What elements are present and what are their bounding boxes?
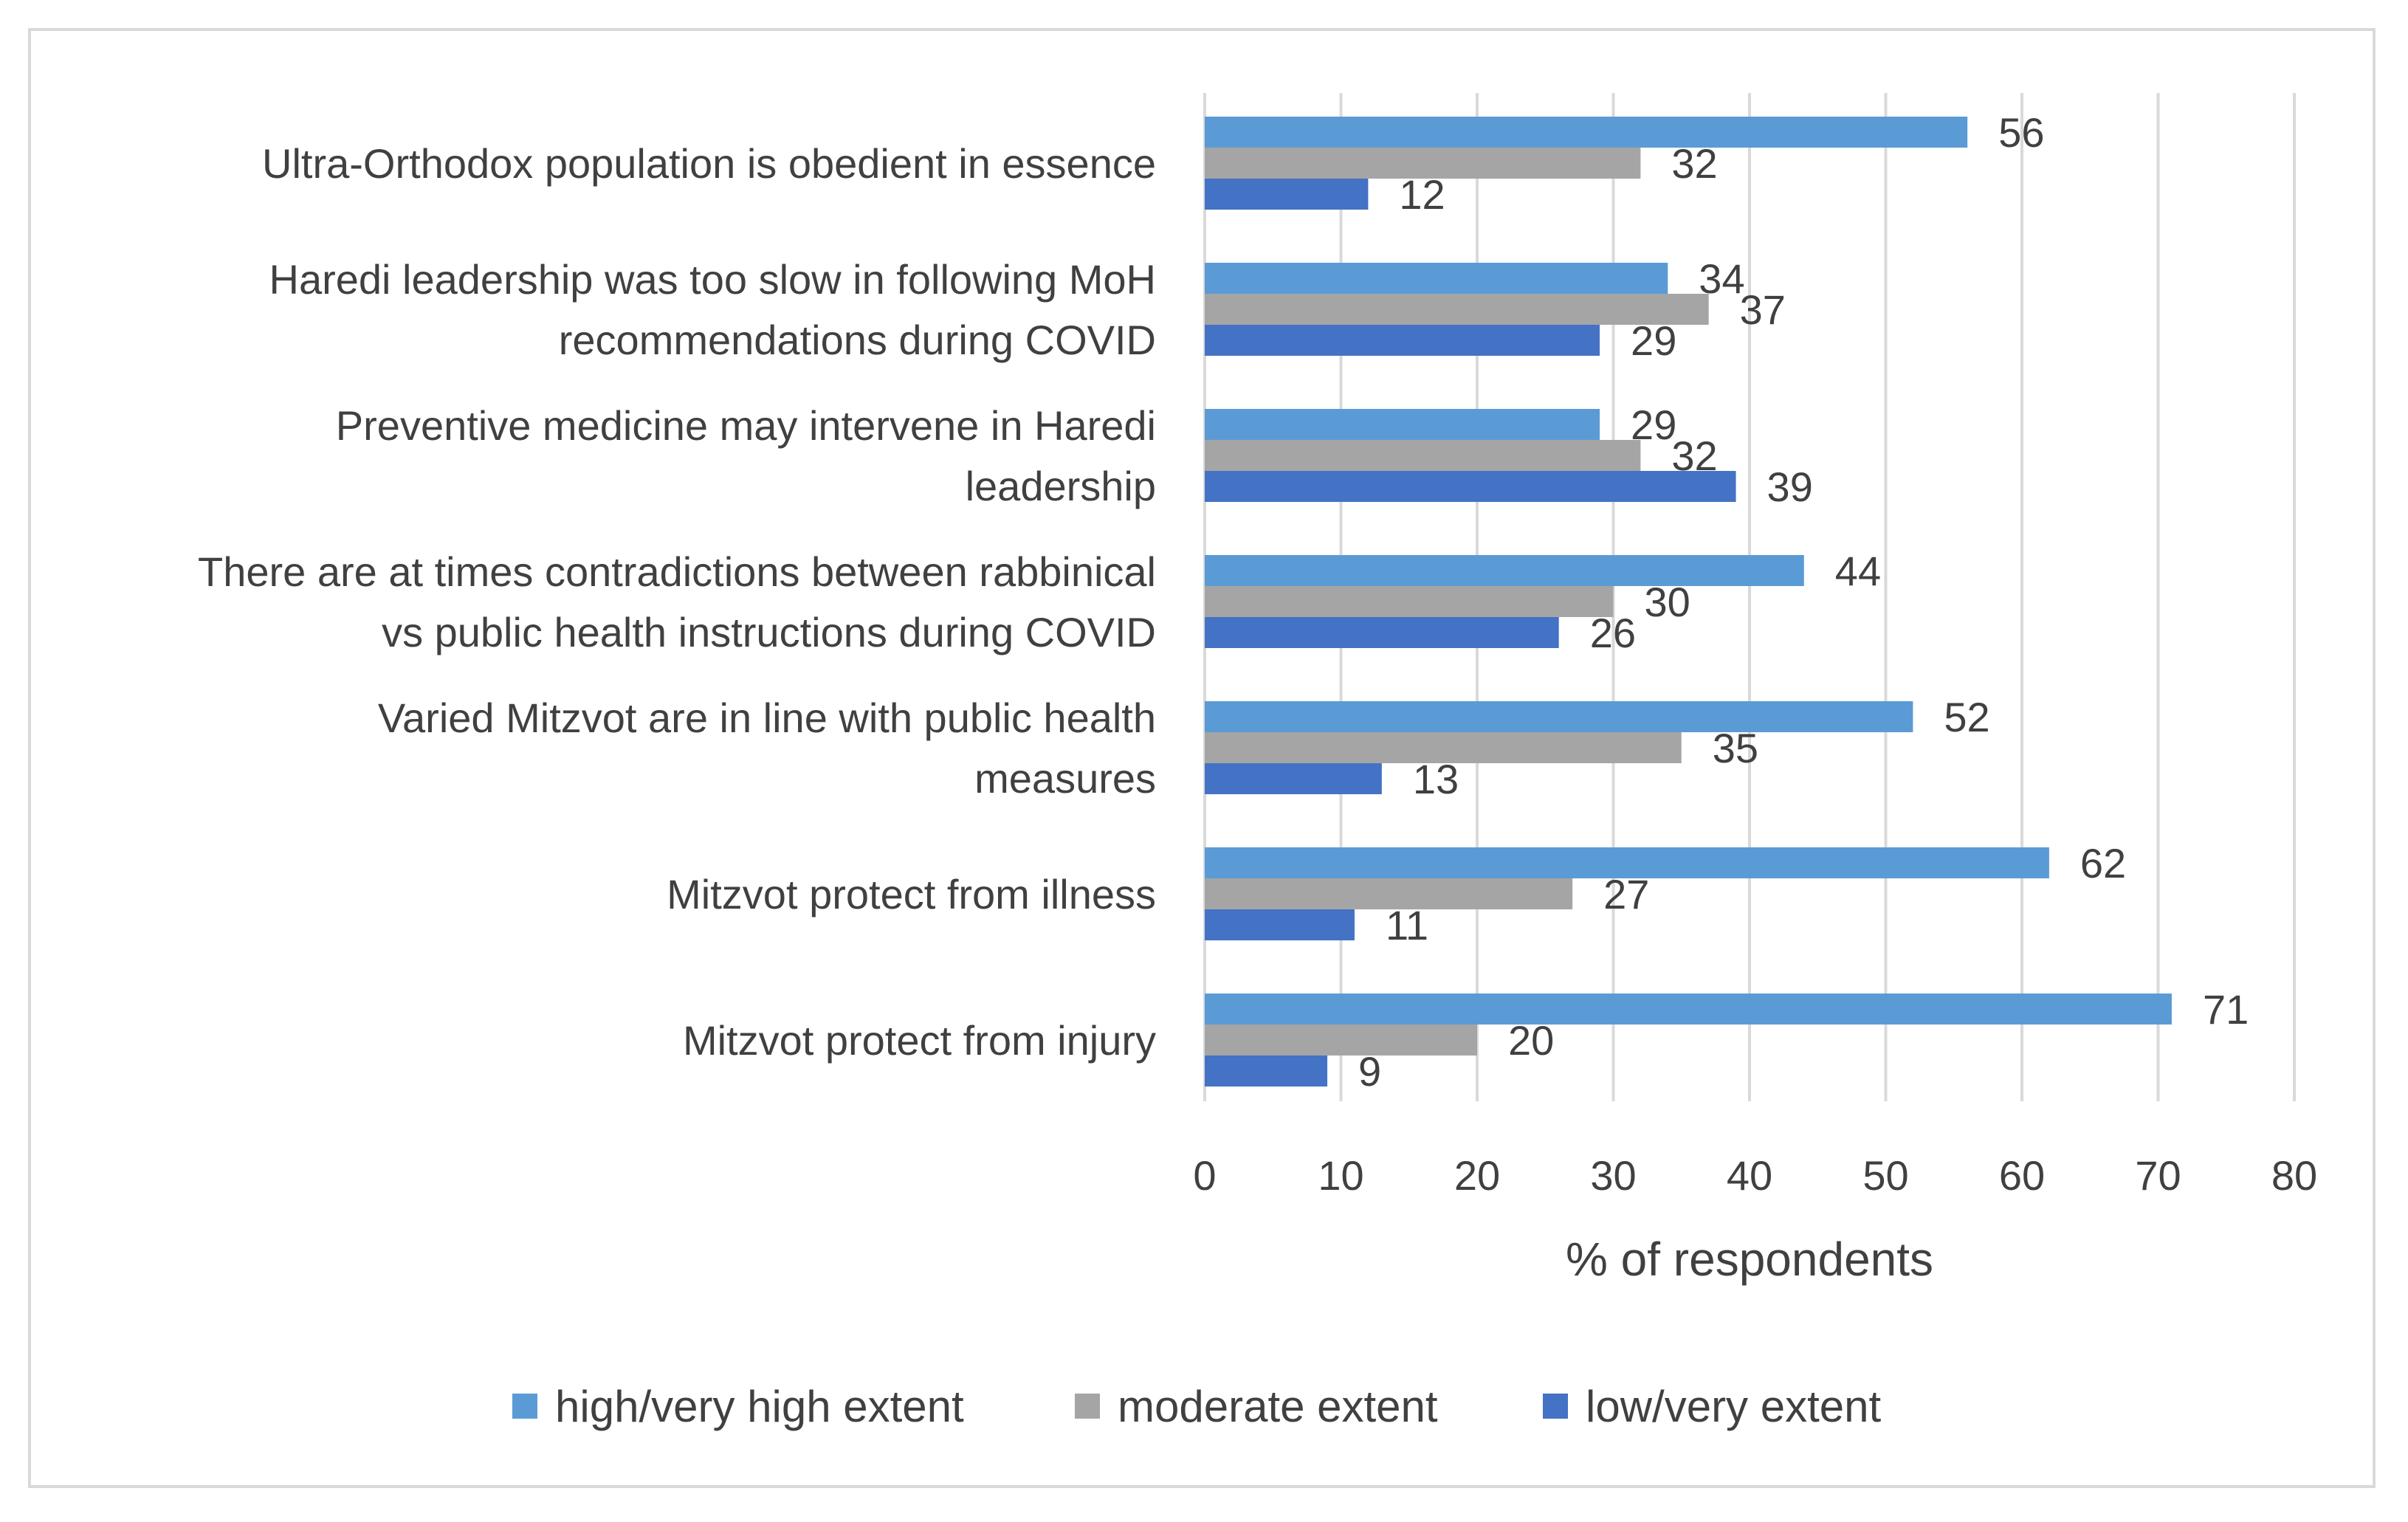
legend-swatch bbox=[1075, 1394, 1100, 1419]
bar bbox=[1205, 994, 2172, 1025]
bar bbox=[1205, 1056, 1328, 1087]
data-label: 71 bbox=[2203, 986, 2249, 1033]
data-label: 9 bbox=[1358, 1048, 1381, 1095]
bar bbox=[1205, 409, 1600, 440]
chart-frame bbox=[28, 28, 2376, 1488]
x-tick-label: 50 bbox=[1862, 1152, 1908, 1199]
bar bbox=[1205, 148, 1641, 179]
bar bbox=[1205, 909, 1355, 940]
x-tick-label: 70 bbox=[2135, 1152, 2181, 1199]
x-tick-label: 60 bbox=[1999, 1152, 2045, 1199]
bar bbox=[1205, 179, 1369, 210]
category-label: Mitzvot protect from illness bbox=[667, 871, 1156, 917]
bar bbox=[1205, 263, 1668, 294]
data-label: 26 bbox=[1590, 610, 1636, 656]
data-label: 11 bbox=[1386, 902, 1428, 948]
category-label: vs public health instructions during COV… bbox=[382, 609, 1156, 655]
bar bbox=[1205, 1025, 1477, 1056]
data-label: 62 bbox=[2080, 840, 2126, 886]
category-label: Varied Mitzvot are in line with public h… bbox=[378, 695, 1156, 741]
bar bbox=[1205, 878, 1573, 909]
x-tick-label: 0 bbox=[1193, 1152, 1216, 1199]
x-tick-label: 80 bbox=[2271, 1152, 2317, 1199]
category-label: Mitzvot protect from injury bbox=[683, 1017, 1156, 1064]
legend-swatch bbox=[512, 1394, 537, 1419]
data-label: 52 bbox=[1944, 694, 1989, 740]
legend-label: moderate extent bbox=[1118, 1382, 1438, 1431]
data-label: 29 bbox=[1631, 402, 1676, 448]
x-tick-label: 10 bbox=[1318, 1152, 1363, 1199]
category-label: Preventive medicine may intervene in Har… bbox=[336, 402, 1156, 449]
category-label: recommendations during COVID bbox=[559, 317, 1156, 363]
x-tick-label: 20 bbox=[1454, 1152, 1500, 1199]
bar bbox=[1205, 471, 1736, 502]
x-tick-label: 30 bbox=[1590, 1152, 1636, 1199]
data-label: 37 bbox=[1740, 286, 1786, 333]
bar bbox=[1205, 440, 1641, 471]
bar bbox=[1205, 763, 1382, 794]
bar bbox=[1205, 617, 1559, 648]
data-label: 39 bbox=[1767, 464, 1813, 510]
legend-label: high/very high extent bbox=[555, 1382, 964, 1431]
category-label: measures bbox=[974, 755, 1156, 802]
data-label: 30 bbox=[1645, 579, 1690, 625]
legend: high/very high extent moderate extent low/… bbox=[512, 1382, 1881, 1431]
category-label: There are at times contradictions betwee… bbox=[198, 548, 1156, 595]
data-label: 56 bbox=[1998, 109, 2044, 156]
x-axis-title: % of respondents bbox=[1566, 1233, 1933, 1286]
legend-swatch bbox=[1543, 1394, 1568, 1419]
data-label: 27 bbox=[1603, 871, 1649, 917]
data-label: 34 bbox=[1699, 255, 1744, 302]
bar bbox=[1205, 325, 1600, 356]
legend-label: low/very extent bbox=[1586, 1382, 1881, 1431]
bars bbox=[1205, 117, 2172, 1087]
category-label: Haredi leadership was too slow in follow… bbox=[269, 256, 1156, 303]
category-label: leadership bbox=[966, 463, 1156, 509]
data-label: 32 bbox=[1671, 433, 1717, 479]
data-label: 32 bbox=[1671, 140, 1717, 187]
category-labels: Ultra-Orthodox population is obedient in… bbox=[198, 140, 1156, 1064]
data-label: 13 bbox=[1413, 756, 1459, 802]
data-label: 12 bbox=[1399, 171, 1445, 218]
category-label: Ultra-Orthodox population is obedient in… bbox=[262, 140, 1156, 187]
x-tick-label: 40 bbox=[1727, 1152, 1772, 1199]
x-tick-labels: 0 10 20 30 40 50 60 70 80 bbox=[1193, 1152, 2317, 1199]
bar bbox=[1205, 732, 1682, 763]
bar bbox=[1205, 117, 1968, 148]
bar bbox=[1205, 701, 1913, 732]
bar bbox=[1205, 555, 1804, 586]
data-label: 44 bbox=[1835, 548, 1881, 594]
bar bbox=[1205, 294, 1709, 325]
bar bbox=[1205, 586, 1614, 617]
data-label: 20 bbox=[1508, 1017, 1554, 1064]
data-label: 29 bbox=[1631, 317, 1676, 364]
bar bbox=[1205, 847, 2049, 878]
value-labels: 5632123437292932394430265235136227117120… bbox=[1358, 109, 2249, 1095]
data-label: 35 bbox=[1713, 725, 1758, 771]
